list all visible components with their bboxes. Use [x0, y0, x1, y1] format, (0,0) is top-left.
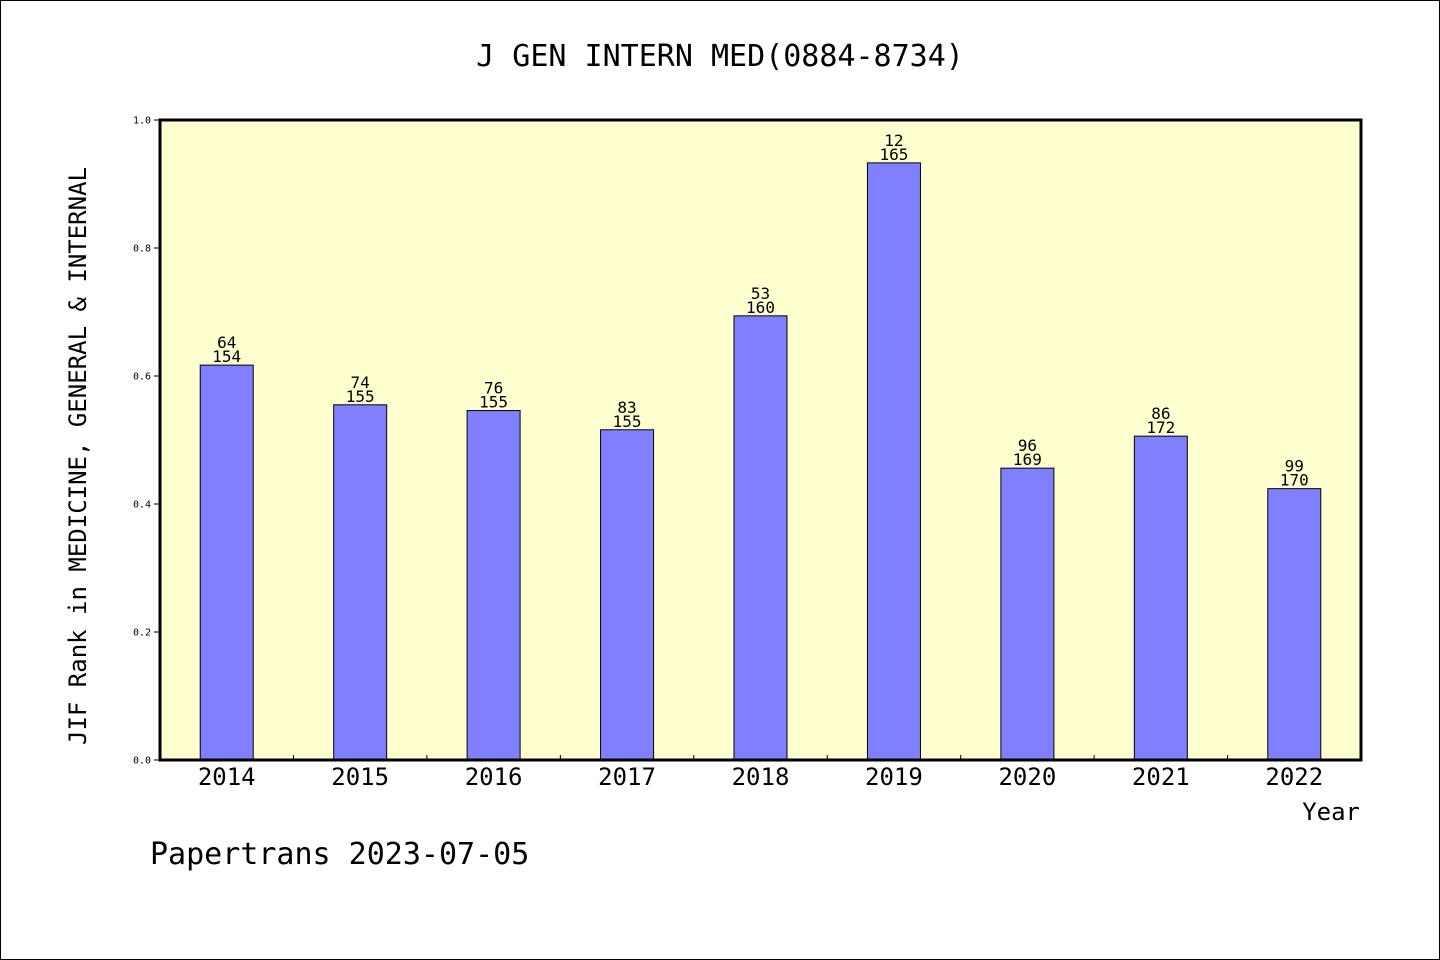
- bar-total-label: 155: [479, 393, 508, 412]
- chart-title: J GEN INTERN MED(0884-8734): [476, 39, 964, 74]
- bar-2015: [333, 404, 388, 761]
- plot-border: [158, 118, 1363, 762]
- x-category-label: 2021: [1132, 763, 1190, 791]
- bar-rank-label: 53: [751, 284, 770, 303]
- footer-text: Papertrans 2023-07-05: [150, 837, 529, 872]
- x-category-label: 2020: [998, 763, 1056, 791]
- bar-total-label: 172: [1146, 418, 1175, 437]
- bar-rank-label: 99: [1285, 457, 1304, 476]
- bar-rank-label: 74: [351, 373, 370, 392]
- y-tick-label: 0.0: [133, 756, 151, 767]
- x-category-label: 2018: [732, 763, 790, 791]
- bar-2017: [600, 429, 655, 761]
- bar-rank-label: 64: [217, 333, 236, 352]
- y-tick-label: 0.4: [133, 500, 151, 511]
- bar-rank-label: 12: [884, 131, 903, 150]
- bar-rank-label: 83: [617, 398, 636, 417]
- bar-total-label: 169: [1013, 450, 1042, 469]
- y-tick-label: 0.2: [133, 628, 151, 639]
- bar-rank-label: 86: [1151, 404, 1170, 423]
- x-category-label: 2016: [465, 763, 523, 791]
- bar-total-label: 155: [346, 387, 375, 406]
- bar-total-label: 170: [1280, 471, 1309, 490]
- bar-2021: [1133, 435, 1188, 761]
- x-axis-title: Year: [1302, 798, 1360, 826]
- x-axis: 2014 2015 2016 2017 2018 2019 2020 2021 2022: [198, 755, 1323, 791]
- bar-total-label: 154: [212, 347, 241, 366]
- x-category-label: 2022: [1265, 763, 1323, 791]
- bar-2014: [199, 364, 254, 761]
- x-category-label: 2017: [598, 763, 656, 791]
- bar-rank-label: 76: [484, 379, 503, 398]
- bar-2022: [1267, 488, 1322, 761]
- y-tick-label: 0.8: [133, 244, 151, 255]
- bar-total-label: 165: [879, 145, 908, 164]
- bar-2019: [866, 162, 921, 761]
- bar-total-label: 160: [746, 298, 775, 317]
- bar-total-label: 155: [613, 412, 642, 431]
- y-axis-title: JIF Rank in MEDICINE, GENERAL & INTERNAL: [64, 167, 92, 745]
- y-axis: 0.0 0.2 0.4 0.6 0.8 1.0: [133, 116, 160, 767]
- bar-rank-label: 96: [1018, 436, 1037, 455]
- x-category-label: 2015: [331, 763, 389, 791]
- bar-2020: [1000, 467, 1055, 761]
- x-category-label: 2014: [198, 763, 256, 791]
- x-category-label: 2019: [865, 763, 923, 791]
- bar-2016: [466, 410, 521, 761]
- y-tick-label: 0.6: [133, 372, 151, 383]
- y-tick-label: 1.0: [133, 116, 151, 127]
- bar-2018: [733, 315, 788, 761]
